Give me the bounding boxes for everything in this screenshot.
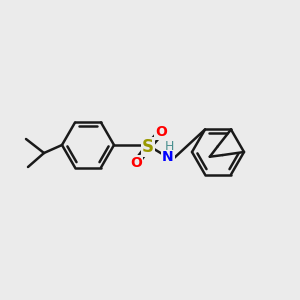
- Text: O: O: [130, 156, 142, 170]
- Text: O: O: [155, 125, 167, 139]
- Text: S: S: [142, 138, 154, 156]
- Text: N: N: [162, 150, 174, 164]
- Text: H: H: [164, 140, 174, 154]
